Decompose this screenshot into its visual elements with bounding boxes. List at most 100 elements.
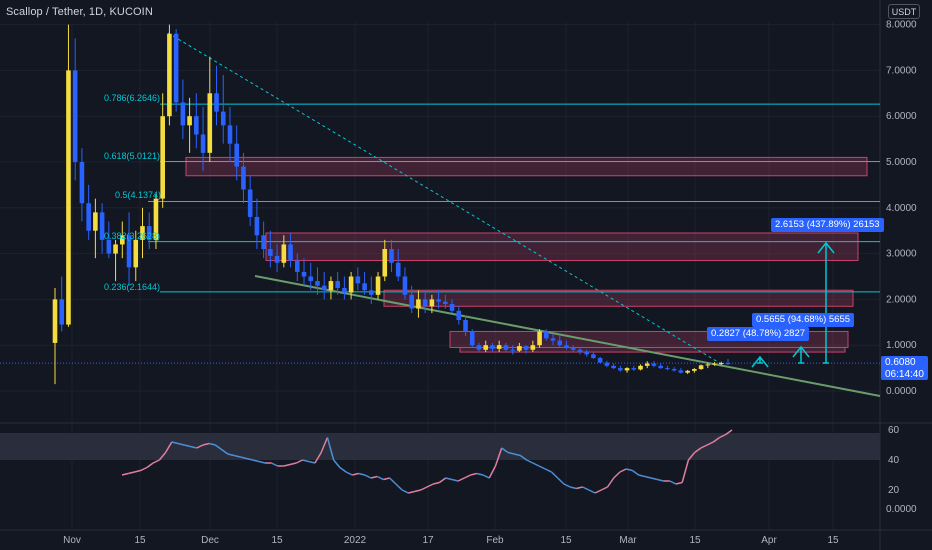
rsi-segment bbox=[594, 489, 602, 494]
candle-body bbox=[416, 299, 421, 309]
resistance-zone bbox=[185, 156, 868, 177]
x-axis-label: Nov bbox=[63, 535, 81, 546]
candle-body bbox=[611, 365, 616, 369]
candle-body bbox=[705, 364, 711, 366]
rsi-segment bbox=[152, 459, 160, 464]
rsi-segment bbox=[626, 468, 633, 472]
countdown: 06:14:40 bbox=[885, 369, 924, 380]
price-axis-label: 8.0000 bbox=[886, 20, 917, 31]
downtrend-line bbox=[167, 32, 729, 369]
x-axis-label: 15 bbox=[271, 535, 283, 546]
rsi-segment bbox=[333, 459, 341, 468]
rsi-segment bbox=[389, 477, 397, 485]
candle-body bbox=[557, 340, 563, 346]
rsi-segment bbox=[725, 429, 733, 436]
rsi-band bbox=[0, 433, 880, 460]
rsi-segment bbox=[445, 477, 453, 481]
rsi-segment bbox=[550, 471, 559, 479]
x-axis-label: 15 bbox=[134, 535, 146, 546]
candle-body bbox=[72, 70, 78, 162]
rsi-segment bbox=[631, 469, 640, 476]
rsi-segment bbox=[271, 462, 278, 467]
rsi-segment bbox=[694, 447, 702, 454]
rsi-segment bbox=[457, 477, 465, 482]
rsi-segment bbox=[526, 459, 534, 464]
rsi-segment bbox=[240, 456, 247, 460]
candle-body bbox=[543, 331, 549, 339]
rsi-segment bbox=[657, 478, 664, 482]
rsi-segment bbox=[302, 459, 309, 463]
candle-body bbox=[254, 216, 260, 236]
candle-body bbox=[685, 370, 690, 373]
rsi-segment bbox=[326, 437, 335, 461]
candle-body bbox=[631, 368, 637, 370]
rsi-segment bbox=[140, 466, 148, 472]
candle-body bbox=[214, 93, 219, 112]
candle-body bbox=[409, 294, 414, 309]
rsi-segment bbox=[464, 474, 471, 479]
rsi-segment bbox=[719, 433, 727, 439]
rsi-segment bbox=[395, 483, 403, 491]
rsi-segment bbox=[507, 451, 515, 455]
rsi-segment bbox=[519, 454, 528, 461]
rsi-segment bbox=[538, 465, 546, 470]
candle-body bbox=[160, 116, 165, 199]
rsi-segment bbox=[258, 460, 266, 464]
candle-body bbox=[187, 116, 192, 126]
price-axis-label: 2.0000 bbox=[886, 294, 917, 305]
candle-body bbox=[180, 102, 186, 126]
candle-body bbox=[93, 212, 98, 231]
fib-label-0382: 0.382(3.2628) bbox=[104, 231, 161, 241]
current-price: 0.6080 bbox=[885, 357, 916, 368]
candle-body bbox=[86, 203, 91, 231]
target-arrowhead bbox=[817, 241, 835, 254]
fib-label-0786: 0.786(6.2646) bbox=[104, 93, 161, 103]
price-axis-label: 1.0000 bbox=[886, 340, 917, 351]
candle-body bbox=[550, 338, 556, 341]
target-arrowhead bbox=[792, 345, 810, 358]
candle-body bbox=[146, 226, 152, 240]
candle-body bbox=[261, 235, 266, 250]
rsi-segment bbox=[544, 468, 552, 473]
rsi-segment bbox=[252, 459, 260, 463]
rsi-segment bbox=[557, 477, 565, 485]
currency-button[interactable]: USDT bbox=[888, 4, 920, 19]
rsi-segment bbox=[712, 436, 720, 443]
rsi-segment bbox=[164, 441, 173, 453]
rsi-segment bbox=[358, 472, 365, 476]
candle-body bbox=[207, 93, 213, 153]
candle-body bbox=[644, 363, 650, 366]
rsi-segment bbox=[638, 474, 646, 478]
candle-body bbox=[597, 358, 603, 363]
candle-body bbox=[375, 276, 381, 295]
candle-body bbox=[395, 262, 401, 277]
candle-body bbox=[443, 301, 448, 304]
fib-label-0618: 0.618(5.0121) bbox=[104, 151, 161, 161]
candle-body bbox=[718, 363, 724, 365]
candle-body bbox=[66, 70, 71, 325]
rsi-series bbox=[121, 429, 733, 494]
candle-body bbox=[577, 349, 583, 353]
candle-body bbox=[490, 345, 495, 349]
rsi-segment bbox=[439, 477, 447, 484]
rsi-segment bbox=[352, 472, 359, 476]
x-axis-label: 15 bbox=[560, 535, 572, 546]
chart-title: Scallop / Tether, 1D, KUCOIN bbox=[6, 6, 153, 18]
rsi-segment bbox=[408, 490, 415, 494]
rsi-segment bbox=[494, 447, 503, 467]
rsi-segment bbox=[451, 478, 459, 482]
rsi-segment bbox=[582, 486, 590, 491]
candle-body bbox=[268, 249, 273, 256]
candle-body bbox=[671, 369, 677, 371]
candle-body bbox=[712, 363, 717, 365]
rsi-segment bbox=[681, 459, 690, 483]
candles bbox=[52, 24, 731, 385]
candle-body bbox=[52, 299, 58, 343]
rsi-segment bbox=[606, 477, 615, 488]
rsi-segment bbox=[227, 453, 235, 457]
rsi-segment bbox=[619, 468, 627, 473]
candle-body bbox=[389, 249, 394, 263]
x-axis-label: 17 bbox=[422, 535, 434, 546]
candle-body bbox=[342, 287, 347, 293]
